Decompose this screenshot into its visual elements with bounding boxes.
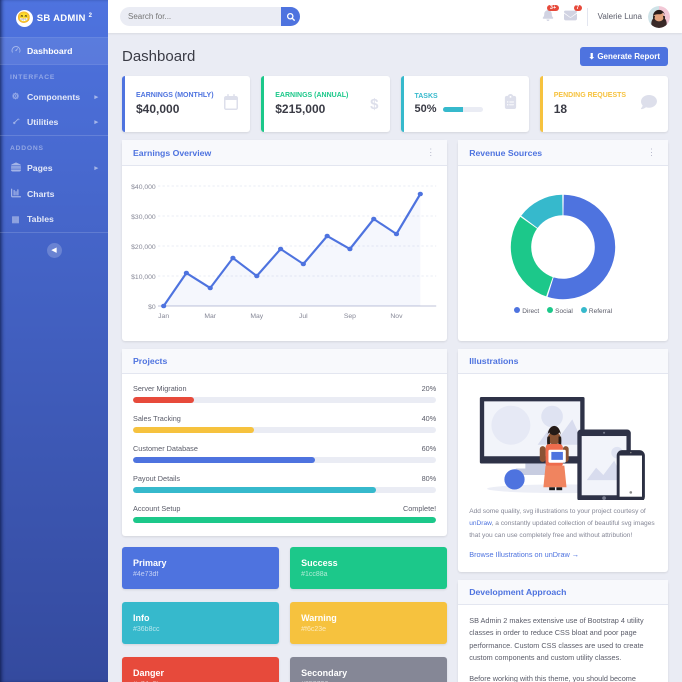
- svg-text:Jul: Jul: [299, 313, 308, 320]
- svg-text:Mar: Mar: [204, 313, 217, 320]
- svg-text:Sep: Sep: [344, 313, 357, 320]
- svg-text:$20,000: $20,000: [131, 244, 156, 251]
- svg-text:$40,000: $40,000: [131, 184, 156, 191]
- svg-text:Jan: Jan: [158, 313, 169, 320]
- svg-text:$30,000: $30,000: [131, 214, 156, 221]
- svg-text:$0: $0: [148, 304, 156, 311]
- svg-text:May: May: [250, 313, 264, 320]
- svg-text:$10,000: $10,000: [131, 274, 156, 281]
- svg-text:Nov: Nov: [390, 313, 403, 320]
